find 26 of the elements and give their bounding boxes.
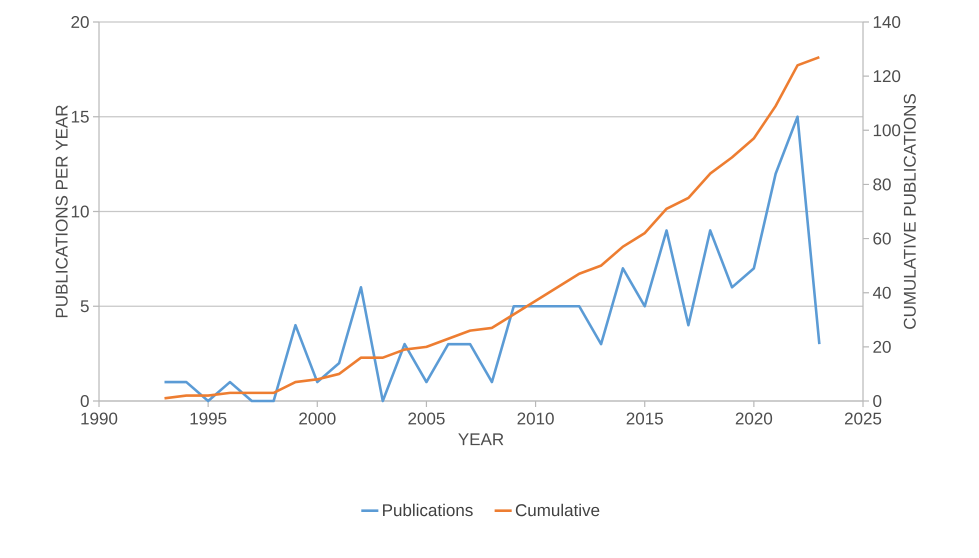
y2-tick-label: 100: [874, 124, 900, 136]
x-tick-label: 2010: [518, 412, 554, 425]
legend-label: Cumulative: [516, 504, 600, 516]
x-tick-label: 2015: [626, 412, 663, 425]
x-tick-label: 2000: [299, 412, 336, 425]
y2-tick-label: 80: [873, 178, 891, 190]
y-tick-label: 20: [71, 16, 89, 28]
y-axis-title: PUBLICATIONS PER YEAR: [56, 105, 68, 318]
y2-tick-label: 20: [873, 340, 891, 353]
y2-tick-label: 120: [874, 70, 900, 82]
y2-tick-label: 60: [873, 232, 891, 245]
x-tick-label: 2005: [408, 412, 445, 425]
x-tick-label: 2020: [736, 412, 772, 425]
y2-axis-title: CUMULATIVE PUBLICATIONS: [904, 94, 916, 329]
y-tick-label: 0: [80, 394, 89, 408]
y2-tick-label: 140: [874, 16, 900, 28]
y2-tick-label: 0: [873, 394, 882, 408]
y-tick-label: 5: [80, 300, 89, 312]
legend-label: Publications: [383, 504, 473, 516]
x-axis-title: YEAR: [458, 433, 504, 446]
y-tick-label: 15: [72, 110, 89, 123]
y2-tick-label: 40: [872, 286, 891, 299]
x-tick-label: 1995: [190, 412, 226, 425]
x-tick-label: 2025: [844, 412, 882, 425]
y-tick-label: 10: [72, 205, 89, 218]
x-tick-label: 1990: [81, 412, 118, 425]
